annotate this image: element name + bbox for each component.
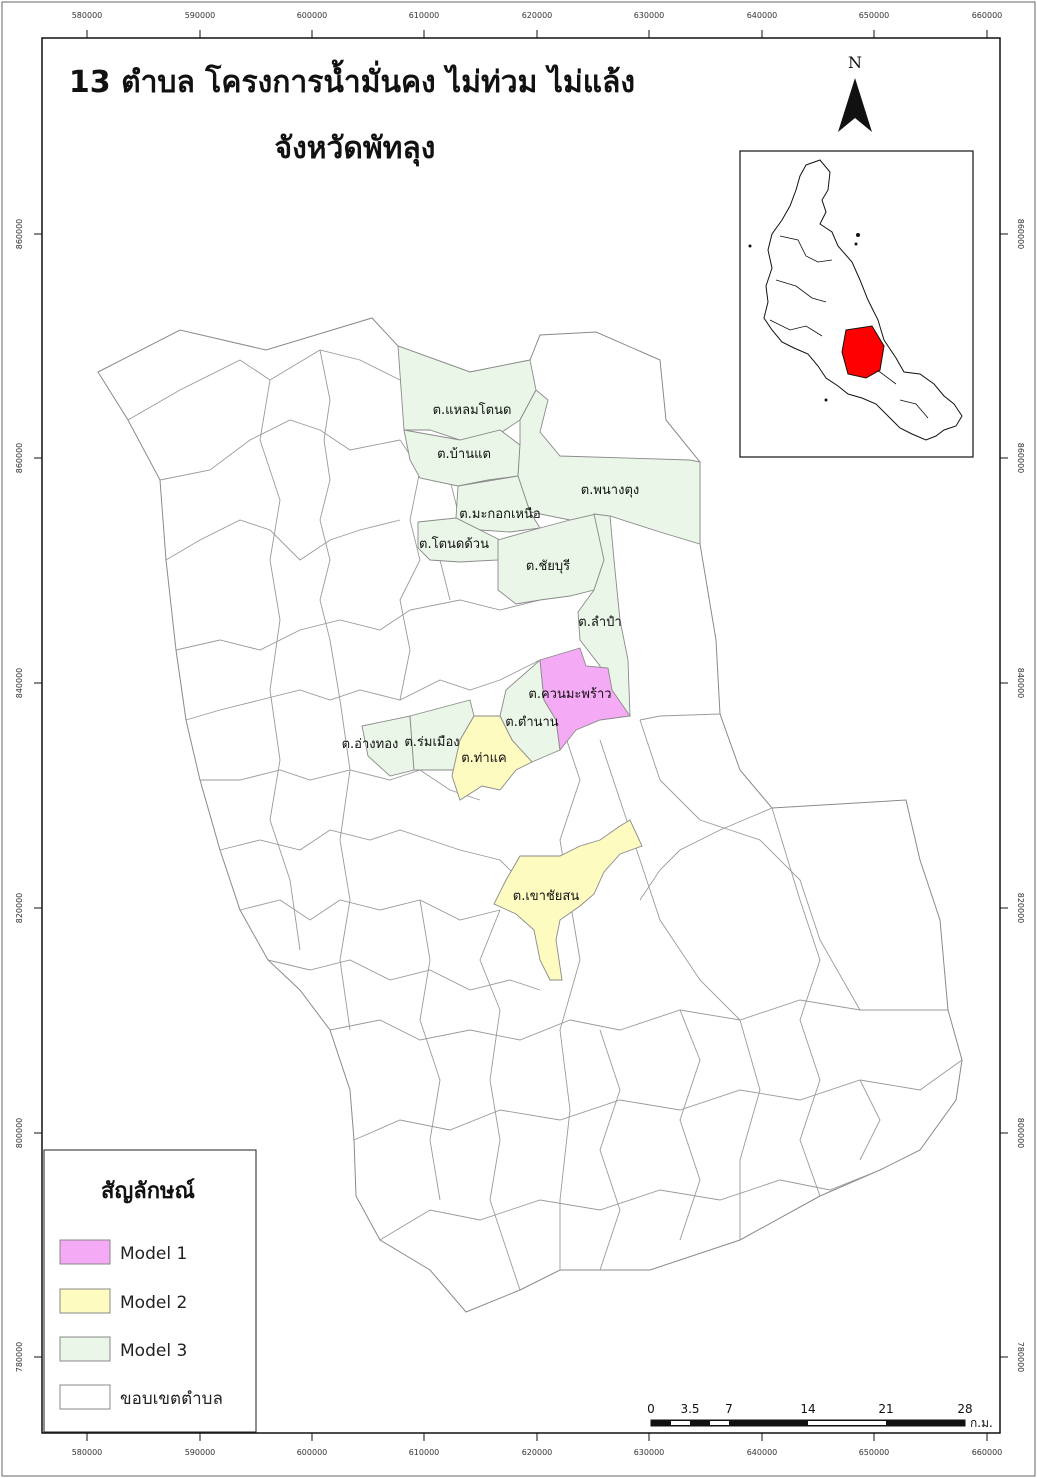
- district-label: ต.อ่างทอง: [342, 737, 399, 752]
- y-tick-label: 840000: [15, 668, 24, 699]
- y-tick-label: 780000: [15, 1342, 24, 1373]
- y-tick-label: 860000: [1016, 219, 1025, 250]
- scale-label: 3.5: [680, 1402, 699, 1416]
- legend-swatch-model1: [59, 1239, 111, 1265]
- map-frame: [41, 37, 1001, 1434]
- y-tick-label: 780000: [1016, 1342, 1025, 1373]
- subdistrict-boundaries: [127, 349, 963, 1291]
- y-tick-label: 840000: [1016, 668, 1025, 699]
- legend-swatch-model3: [59, 1336, 111, 1362]
- district-label: ต.ตำนาน: [505, 715, 559, 730]
- inset-phatthalung-highlight: [841, 325, 885, 379]
- x-tick-label: 630000: [634, 1448, 665, 1457]
- y-tick-label: 820000: [1016, 893, 1025, 924]
- district-labels: ต.แหลมโตนด ต.บ้านแต ต.พนางตุง ต.มะกอกเหน…: [342, 402, 640, 904]
- y-tick-label: 820000: [15, 893, 24, 924]
- north-label: N: [848, 53, 862, 72]
- left-grid-ticks: 860000 860000 840000 820000 800000 78000…: [15, 219, 42, 1373]
- district-label: ต.แหลมโตนด: [433, 402, 512, 418]
- x-tick-label: 620000: [522, 11, 553, 20]
- district-label: ต.ลำปำ: [578, 615, 621, 630]
- x-tick-label: 620000: [522, 1448, 553, 1457]
- y-tick-label: 860000: [1016, 443, 1025, 474]
- x-tick-label: 650000: [859, 1448, 890, 1457]
- legend-title: สัญลักษณ์: [101, 1178, 195, 1204]
- x-tick-label: 580000: [72, 1448, 103, 1457]
- x-tick-label: 580000: [72, 11, 103, 20]
- scale-label: 28: [957, 1402, 972, 1416]
- y-tick-label: 800000: [1016, 1118, 1025, 1149]
- legend-label: Model 2: [120, 1293, 187, 1313]
- x-tick-label: 630000: [634, 11, 665, 20]
- province-map: ต.แหลมโตนด ต.บ้านแต ต.พนางตุง ต.มะกอกเหน…: [97, 317, 963, 1313]
- x-tick-label: 640000: [747, 1448, 778, 1457]
- y-tick-label: 860000: [15, 219, 24, 250]
- district-label: ต.ควนมะพร้าว: [528, 687, 611, 702]
- x-tick-label: 610000: [409, 11, 440, 20]
- x-tick-label: 650000: [859, 11, 890, 20]
- north-arrow-icon: N: [838, 53, 872, 132]
- x-tick-label: 660000: [972, 11, 1003, 20]
- x-tick-label: 590000: [185, 11, 216, 20]
- legend-label: ขอบเขตตำบล: [120, 1389, 223, 1409]
- x-tick-label: 640000: [747, 11, 778, 20]
- y-tick-label: 800000: [15, 1118, 24, 1149]
- x-tick-label: 600000: [297, 1448, 328, 1457]
- x-tick-label: 610000: [409, 1448, 440, 1457]
- district-label: ต.ท่าแค: [461, 751, 507, 766]
- top-grid-ticks: 580000 590000 600000 610000 620000 63000…: [72, 11, 1003, 38]
- legend-swatch-boundary: [59, 1384, 111, 1410]
- district-label: ต.เขาชัยสน: [513, 889, 580, 904]
- x-tick-label: 660000: [972, 1448, 1003, 1457]
- district-label: ต.โตนดด้วน: [419, 536, 489, 552]
- scale-label: 14: [800, 1402, 815, 1416]
- legend-swatch-model2: [59, 1288, 111, 1314]
- y-tick-label: 860000: [15, 443, 24, 474]
- district-label: ต.บ้านแต: [437, 447, 491, 462]
- bottom-grid-ticks: 580000 590000 600000 610000 620000 63000…: [72, 1433, 1003, 1457]
- x-tick-label: 590000: [185, 1448, 216, 1457]
- province-outline: [97, 317, 963, 1313]
- inset-locator-map: [739, 150, 974, 458]
- legend-label: Model 1: [120, 1244, 187, 1264]
- model1-regions: [539, 647, 631, 752]
- map-title-line2: จังหวัดพัทลุง: [275, 131, 436, 167]
- legend: สัญลักษณ์ Model 1 Model 2 Model 3 ขอบเขต…: [43, 1149, 257, 1433]
- map-title-line1: 13 ตำบล โครงการน้ำมั่นคง ไม่ท่วม ไม่แล้ง: [69, 59, 635, 100]
- x-tick-label: 600000: [297, 11, 328, 20]
- scale-unit: ก.ม.: [970, 1416, 993, 1430]
- scale-label: 0: [647, 1402, 655, 1416]
- right-grid-ticks: 860000 860000 840000 820000 800000 78000…: [1000, 219, 1025, 1373]
- district-label: ต.พนางตุง: [581, 483, 639, 498]
- district-label: ต.มะกอกเหนือ: [459, 506, 540, 522]
- legend-label: Model 3: [120, 1341, 187, 1361]
- scale-label: 7: [725, 1402, 733, 1416]
- district-label: ต.ชัยบุรี: [526, 558, 570, 574]
- district-label: ต.ร่มเมือง: [404, 734, 459, 750]
- model2-regions: [451, 715, 643, 981]
- scale-label: 21: [878, 1402, 893, 1416]
- scale-bar: 0 3.5 7 14 21 28 ก.ม.: [647, 1402, 993, 1430]
